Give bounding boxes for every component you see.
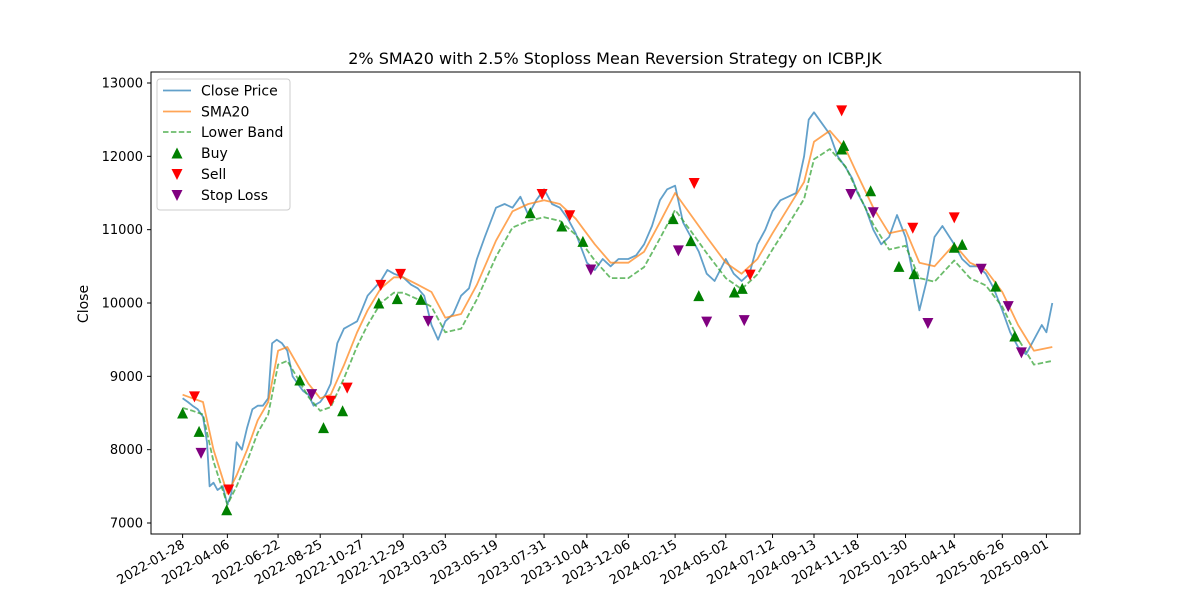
y-tick-label: 11000	[102, 223, 143, 238]
legend: Close Price SMA20 Lower Band Buy Sell St…	[156, 78, 291, 211]
marker-sell	[395, 268, 407, 280]
marker-stop	[1015, 347, 1027, 359]
marker-sell	[341, 382, 353, 394]
marker-buy	[685, 235, 697, 247]
marker-stop	[1002, 301, 1014, 313]
legend-label-stop-loss: Stop Loss	[201, 188, 268, 204]
y-axis-title: Close	[76, 285, 92, 323]
marker-buy	[524, 207, 536, 219]
marker-buy	[956, 238, 968, 250]
plot-markers	[177, 105, 1027, 516]
marker-stop	[922, 318, 934, 330]
y-tick-label: 9000	[110, 370, 143, 385]
marker-stop	[845, 188, 857, 200]
marker-stop	[422, 315, 434, 327]
y-tick-label: 7000	[110, 517, 143, 532]
marker-buy	[337, 405, 349, 417]
marker-buy	[693, 290, 705, 302]
marker-stop	[306, 389, 318, 401]
marker-buy	[667, 213, 679, 225]
y-tick-label: 12000	[102, 150, 143, 165]
marker-buy	[1009, 330, 1021, 342]
y-tick-label: 13000	[102, 77, 143, 92]
marker-buy	[294, 374, 306, 386]
marker-sell	[836, 105, 848, 117]
marker-buy	[556, 220, 568, 232]
marker-sell	[375, 279, 387, 291]
legend-swatch-sell	[171, 169, 183, 180]
marker-sell	[188, 391, 200, 403]
marker-buy	[893, 260, 905, 272]
series-line-lower	[182, 148, 1053, 506]
marker-buy	[577, 235, 589, 247]
marker-sell	[536, 188, 548, 200]
marker-buy	[908, 268, 920, 280]
marker-stop	[701, 316, 713, 328]
marker-buy	[391, 293, 403, 305]
marker-buy	[990, 280, 1002, 292]
marker-sell	[688, 177, 700, 189]
legend-label-sell: Sell	[201, 167, 226, 183]
marker-buy	[221, 504, 233, 516]
marker-stop	[672, 245, 684, 257]
marker-buy	[948, 241, 960, 253]
y-axis: 7000 8000 9000 10000 11000 12000 13000	[102, 77, 151, 532]
marker-sell	[907, 222, 919, 234]
marker-buy	[177, 407, 189, 419]
series-line-close	[182, 111, 1054, 506]
marker-sell	[948, 212, 960, 224]
marker-buy	[838, 139, 850, 151]
marker-buy	[865, 185, 877, 197]
marker-sell	[564, 210, 576, 222]
legend-label-sma20: SMA20	[201, 105, 249, 121]
marker-stop	[585, 264, 597, 276]
chart-title: 2% SMA20 with 2.5% Stoploss Mean Reversi…	[348, 49, 882, 68]
marker-stop	[867, 207, 879, 219]
marker-buy	[736, 282, 748, 294]
marker-sell	[744, 269, 756, 281]
y-tick-label: 10000	[102, 297, 143, 312]
legend-swatch-stop-loss	[171, 190, 183, 201]
marker-stop	[195, 447, 207, 459]
marker-stop	[975, 263, 987, 275]
marker-buy	[318, 422, 330, 434]
y-tick-label: 8000	[110, 443, 143, 458]
legend-label-close-price: Close Price	[201, 84, 278, 100]
legend-swatch-buy	[171, 147, 183, 159]
marker-stop	[738, 315, 750, 327]
marker-buy	[728, 286, 740, 298]
marker-buy	[415, 293, 427, 305]
marker-sell	[223, 484, 235, 496]
marker-sell	[325, 395, 337, 407]
marker-buy	[193, 425, 205, 437]
legend-label-buy: Buy	[201, 146, 228, 162]
marker-buy	[373, 297, 385, 309]
legend-label-lower-band: Lower Band	[201, 125, 283, 141]
